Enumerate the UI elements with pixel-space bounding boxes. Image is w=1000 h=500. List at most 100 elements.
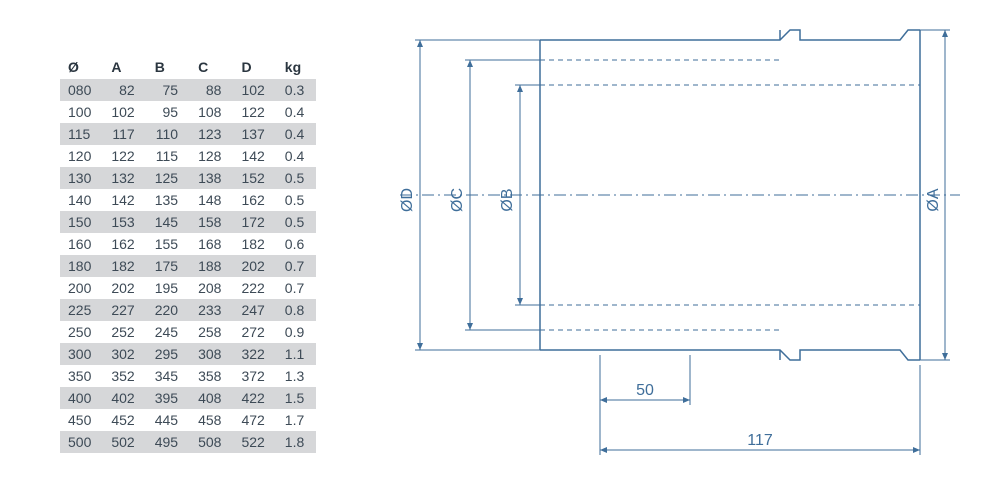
table-cell: 295 — [147, 343, 190, 365]
table-cell: 208 — [190, 277, 233, 299]
table-cell: 372 — [233, 365, 276, 387]
svg-text:ØD: ØD — [399, 188, 416, 212]
table-cell: 88 — [190, 79, 233, 101]
dim-117: 117 — [600, 365, 920, 455]
table-cell: 0.7 — [277, 277, 316, 299]
table-cell: 1.3 — [277, 365, 316, 387]
table-row: 2502522452582720.9 — [60, 321, 316, 343]
table-cell: 142 — [103, 189, 146, 211]
table-cell: 225 — [60, 299, 103, 321]
table-row: 100102951081220.4 — [60, 101, 316, 123]
table-cell: 450 — [60, 409, 103, 431]
table-cell: 125 — [147, 167, 190, 189]
table-cell: 115 — [147, 145, 190, 167]
table-cell: 1.7 — [277, 409, 316, 431]
table-cell: 132 — [103, 167, 146, 189]
table-cell: 345 — [147, 365, 190, 387]
svg-text:117: 117 — [747, 432, 773, 449]
table-cell: 148 — [190, 189, 233, 211]
table-cell: 158 — [190, 211, 233, 233]
table-row: 2252272202332470.8 — [60, 299, 316, 321]
table-cell: 300 — [60, 343, 103, 365]
table-cell: 128 — [190, 145, 233, 167]
table-cell: 0.4 — [277, 145, 316, 167]
table-row: 1401421351481620.5 — [60, 189, 316, 211]
table-cell: 080 — [60, 79, 103, 101]
table-cell: 155 — [147, 233, 190, 255]
table-cell: 130 — [60, 167, 103, 189]
table-row: 2002021952082220.7 — [60, 277, 316, 299]
table-cell: 458 — [190, 409, 233, 431]
table-cell: 188 — [190, 255, 233, 277]
col-header: A — [103, 55, 146, 79]
table-cell: 162 — [233, 189, 276, 211]
technical-drawing: ØD ØC ØB ØA — [380, 0, 1000, 500]
table-cell: 168 — [190, 233, 233, 255]
table-row: 1801821751882020.7 — [60, 255, 316, 277]
table-cell: 140 — [60, 189, 103, 211]
table-cell: 233 — [190, 299, 233, 321]
table-cell: 142 — [233, 145, 276, 167]
table-cell: 0.5 — [277, 167, 316, 189]
svg-text:ØC: ØC — [449, 188, 466, 212]
table-cell: 0.8 — [277, 299, 316, 321]
table-row: 4504524454584721.7 — [60, 409, 316, 431]
table-cell: 0.6 — [277, 233, 316, 255]
table-cell: 472 — [233, 409, 276, 431]
table-cell: 247 — [233, 299, 276, 321]
table-cell: 195 — [147, 277, 190, 299]
table-cell: 402 — [103, 387, 146, 409]
table-cell: 172 — [233, 211, 276, 233]
table-row: 3503523453583721.3 — [60, 365, 316, 387]
table-row: 4004023954084221.5 — [60, 387, 316, 409]
table-cell: 350 — [60, 365, 103, 387]
table-row: 1501531451581720.5 — [60, 211, 316, 233]
table-cell: 135 — [147, 189, 190, 211]
table-cell: 122 — [103, 145, 146, 167]
table-cell: 508 — [190, 431, 233, 453]
table-cell: 123 — [190, 123, 233, 145]
svg-text:50: 50 — [636, 382, 654, 399]
table-cell: 108 — [190, 101, 233, 123]
table-cell: 1.1 — [277, 343, 316, 365]
table-cell: 150 — [60, 211, 103, 233]
table-cell: 1.5 — [277, 387, 316, 409]
col-header: C — [190, 55, 233, 79]
table-cell: 322 — [233, 343, 276, 365]
dim-50: 50 — [600, 355, 690, 405]
table-cell: 137 — [233, 123, 276, 145]
table-row: 1301321251381520.5 — [60, 167, 316, 189]
table-cell: 220 — [147, 299, 190, 321]
table-cell: 162 — [103, 233, 146, 255]
table-cell: 202 — [233, 255, 276, 277]
table-cell: 145 — [147, 211, 190, 233]
table-cell: 115 — [60, 123, 103, 145]
table-cell: 395 — [147, 387, 190, 409]
table-cell: 152 — [233, 167, 276, 189]
table-cell: 352 — [103, 365, 146, 387]
spec-table-panel: ØABCDkg 0808275881020.3100102951081220.4… — [0, 0, 380, 500]
table-cell: 160 — [60, 233, 103, 255]
table-cell: 495 — [147, 431, 190, 453]
table-cell: 102 — [233, 79, 276, 101]
table-row: 1201221151281420.4 — [60, 145, 316, 167]
table-cell: 122 — [233, 101, 276, 123]
table-cell: 153 — [103, 211, 146, 233]
table-cell: 250 — [60, 321, 103, 343]
table-cell: 358 — [190, 365, 233, 387]
table-cell: 222 — [233, 277, 276, 299]
table-cell: 1.8 — [277, 431, 316, 453]
table-row: 0808275881020.3 — [60, 79, 316, 101]
table-cell: 445 — [147, 409, 190, 431]
col-header: B — [147, 55, 190, 79]
table-row: 1151171101231370.4 — [60, 123, 316, 145]
table-cell: 0.9 — [277, 321, 316, 343]
table-cell: 227 — [103, 299, 146, 321]
table-cell: 175 — [147, 255, 190, 277]
table-cell: 120 — [60, 145, 103, 167]
table-cell: 0.4 — [277, 123, 316, 145]
table-cell: 272 — [233, 321, 276, 343]
table-cell: 0.3 — [277, 79, 316, 101]
table-cell: 258 — [190, 321, 233, 343]
table-row: 3003022953083221.1 — [60, 343, 316, 365]
